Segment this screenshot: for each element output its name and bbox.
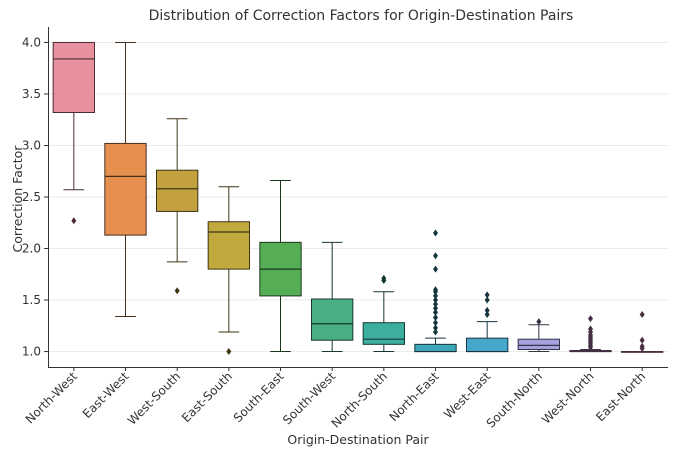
outlier-point [174,287,180,295]
outlier-point [433,286,438,294]
outlier-point [433,292,438,300]
x-tick-label: West-North [539,369,597,427]
y-tick-label: 3.0 [22,138,41,152]
outlier-point [226,348,232,356]
box-group [156,118,199,295]
outlier-point [71,217,77,225]
x-tick-label: West-East [441,369,493,421]
outlier-point [639,342,645,350]
box-iqr [362,322,405,345]
outlier-point [484,291,490,299]
x-axis-label: Origin-Destination Pair [287,432,429,447]
outlier-point [433,328,438,336]
outlier-point [588,325,593,333]
outlier-point [433,319,438,327]
x-tick-label: East-North [593,369,648,424]
x-ticks: North-West East-WestWest-SouthEast-SouthS… [23,367,648,431]
outlier-point [433,296,438,304]
y-tick-label: 2.5 [22,190,41,204]
x-tick-label: North-South [329,369,390,430]
grid-lines [48,41,668,353]
x-tick-label: South-East [231,369,287,425]
outlier-point [381,274,387,282]
x-tick-label: North-West [23,369,80,426]
box-iqr [104,142,147,236]
outlier-point [433,300,438,308]
box-group [259,180,302,353]
outlier-point [484,310,490,318]
outlier-point [536,318,542,326]
outlier-point [639,310,645,318]
outlier-point [433,314,438,322]
box-iqr [517,338,561,350]
outlier-point [484,296,490,304]
x-tick-label: East-South [179,369,235,425]
box-group [414,229,457,353]
box-group [569,315,612,353]
outlier-point [639,336,645,344]
y-tick-label: 2.0 [22,242,41,256]
y-tick-label: 3.5 [22,87,41,101]
boxes [52,41,664,356]
x-tick-label: South-North [484,369,545,430]
outlier-point [433,229,438,237]
outlier-point [433,252,438,260]
box-iqr [207,221,251,270]
outlier-point [588,315,593,323]
y-tick-label: 4.0 [22,35,41,49]
box-iqr [414,343,457,353]
x-tick-label: West-South [125,369,183,427]
box-group [207,186,251,356]
outlier-point [484,306,490,314]
outlier-point [433,324,438,332]
box-group [621,310,664,353]
outlier-point [433,308,438,316]
box-group [517,318,561,353]
box-group [362,274,405,353]
outlier-point [433,304,438,312]
x-tick-label: East-West [80,369,132,421]
y-tick-label: 1.5 [22,293,41,307]
box-group [104,41,147,318]
x-tick-label: North-East [387,369,442,424]
box-group [52,41,95,225]
y-tick-label: 1.0 [22,345,41,359]
box-group [466,291,509,353]
outlier-point [433,265,438,273]
box-iqr [466,337,509,353]
box-group [311,241,354,353]
y-axis-label: Correction Factor [10,145,25,253]
box-iqr [156,169,199,212]
chart-title: Distribution of Correction Factors for O… [149,8,574,24]
box-iqr [311,298,354,341]
y-ticks: 1.0 1.5 2.0 2.5 3.0 3.5 4.0 [22,35,48,359]
box-iqr [52,41,95,114]
